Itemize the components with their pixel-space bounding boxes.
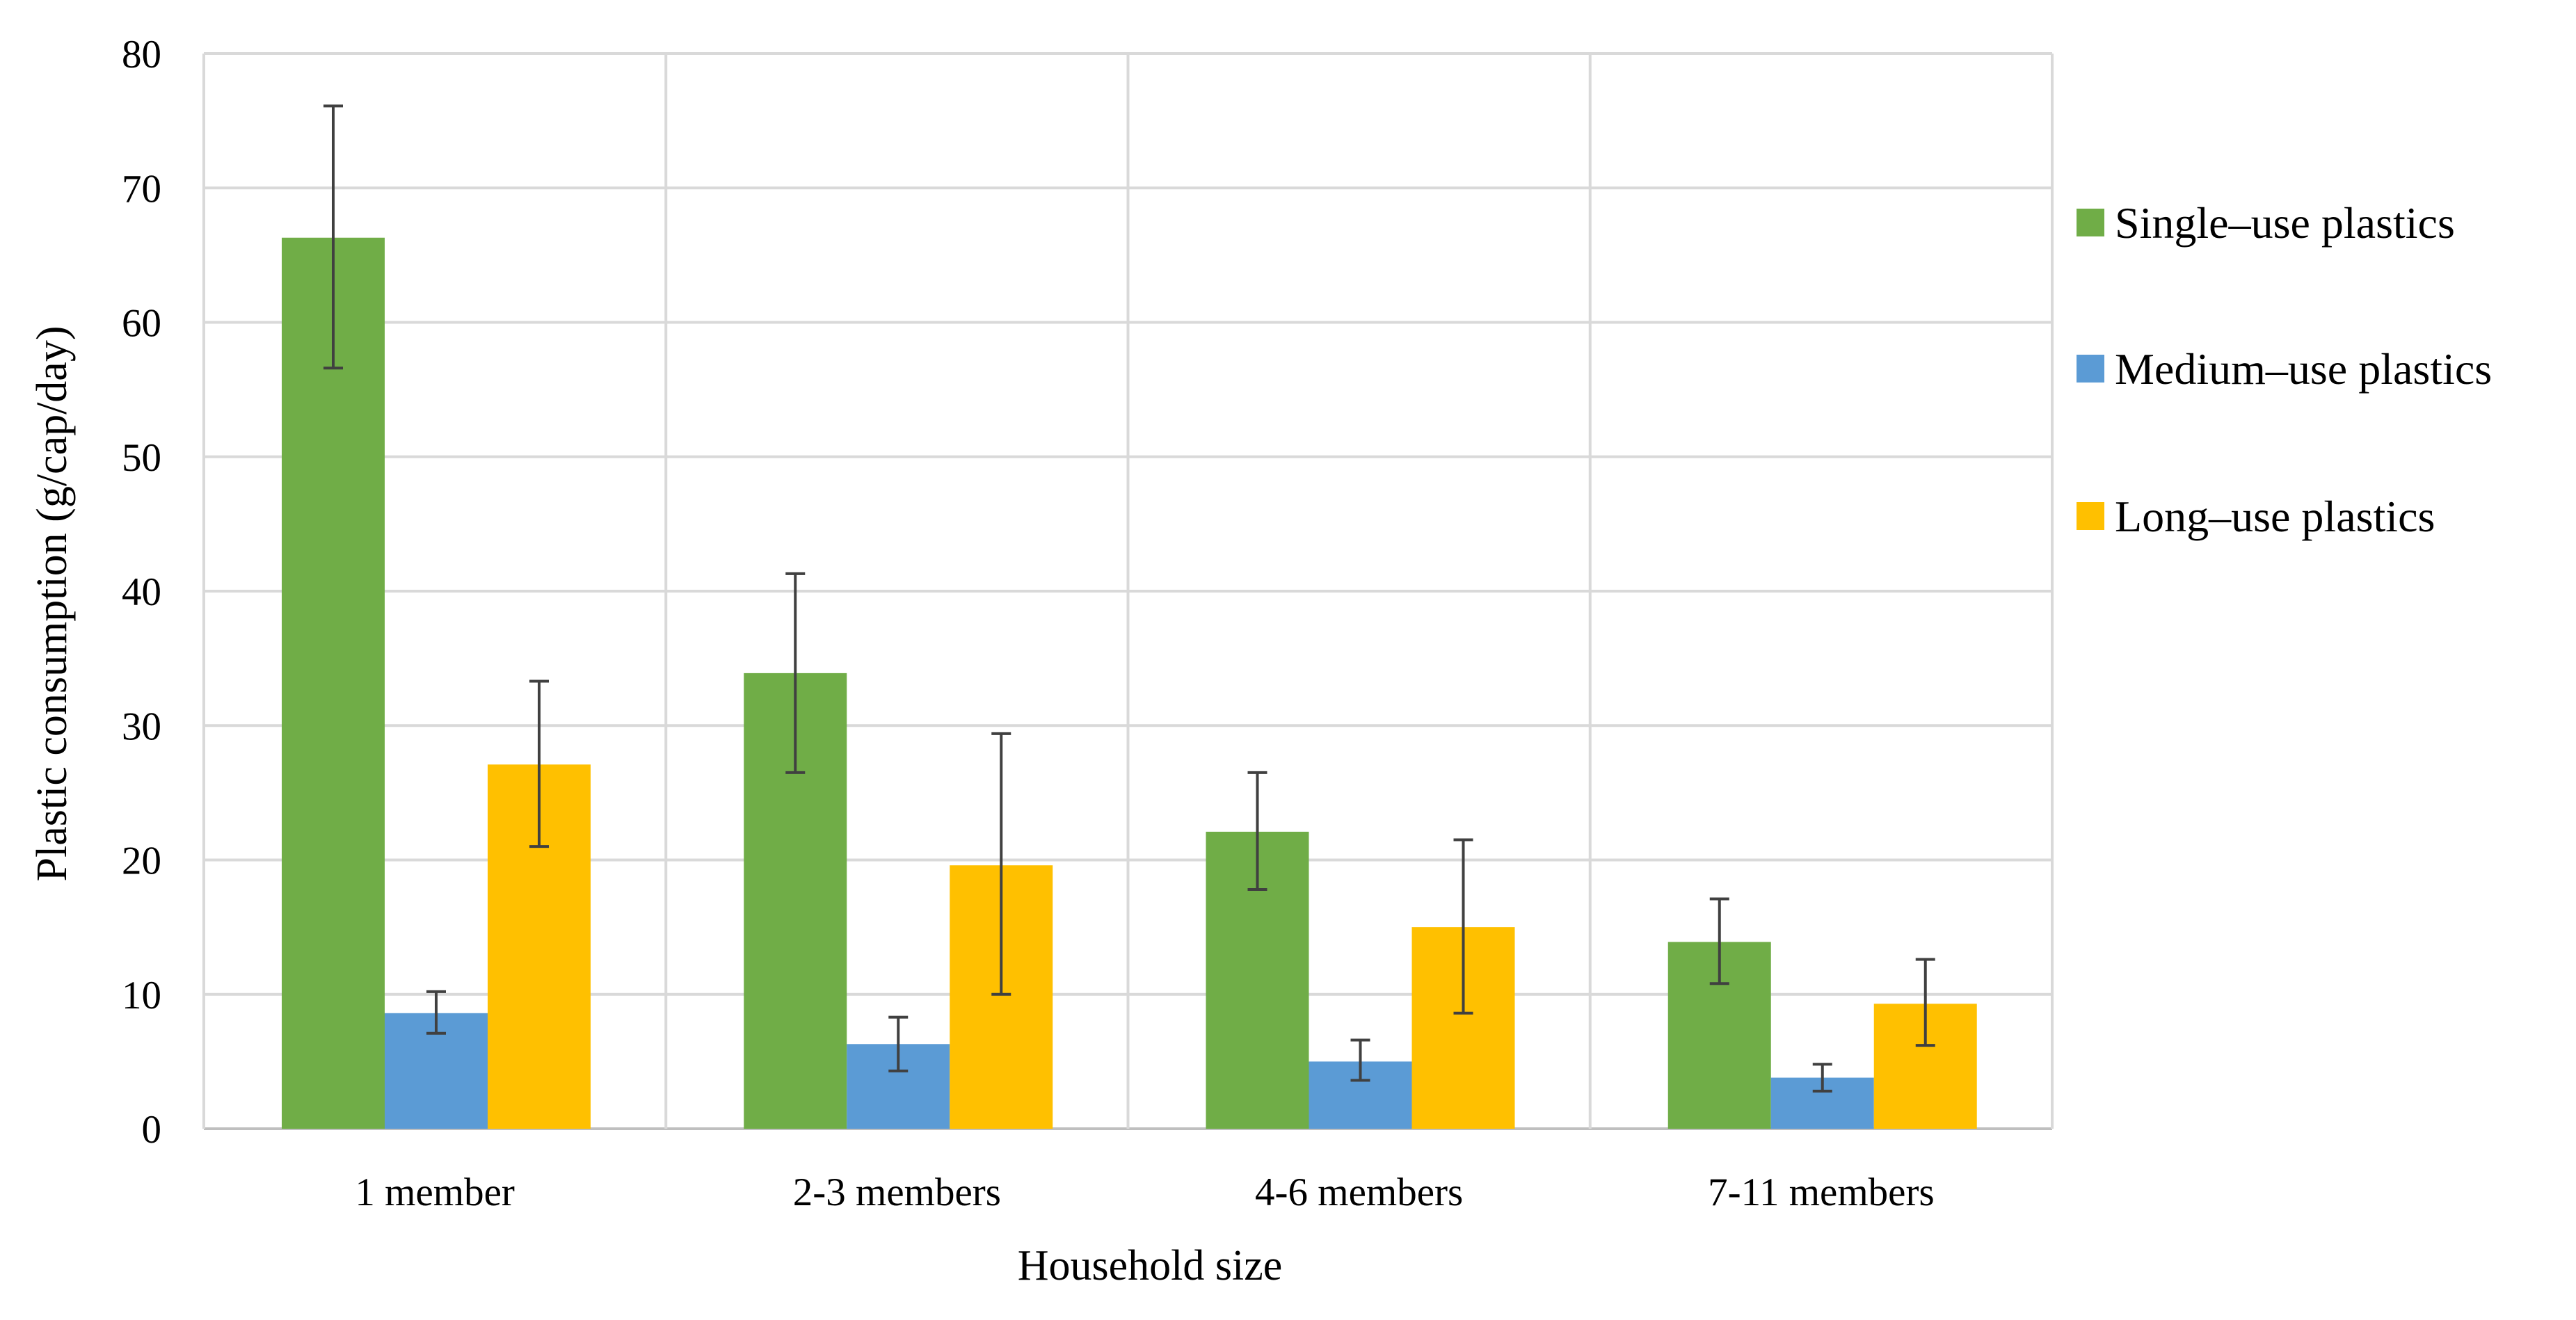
y-tick-labels: 0 10 20 30 40 50 60 70 80 <box>122 33 161 1152</box>
x-tick-label: 4-6 members <box>1255 1170 1463 1214</box>
x-tick-label: 1 member <box>355 1170 515 1214</box>
y-tick-label: 40 <box>122 570 161 614</box>
legend-label: Single–use plastics <box>2115 198 2455 248</box>
legend-label: Medium–use plastics <box>2115 344 2492 394</box>
x-axis-title: Household size <box>1018 1242 1283 1289</box>
y-tick-label: 20 <box>122 839 161 883</box>
y-tick-label: 10 <box>122 974 161 1017</box>
grid-layer <box>202 52 2054 1130</box>
x-tick-label: 7-11 members <box>1708 1170 1935 1214</box>
legend-label: Long–use plastics <box>2115 492 2435 541</box>
y-tick-label: 60 <box>122 302 161 346</box>
y-tick-label: 50 <box>122 436 161 480</box>
x-tick-label: 2-3 members <box>793 1170 1001 1214</box>
x-tick-labels: 1 member 2-3 members 4-6 members 7-11 membe… <box>355 1170 1934 1214</box>
bars-layer <box>282 237 1977 1129</box>
legend-swatch <box>2077 355 2104 383</box>
bar <box>282 237 385 1129</box>
error-bars-layer <box>323 104 1935 1093</box>
legend-swatch <box>2077 209 2104 236</box>
y-axis-title: Plastic consumption (g/cap/day) <box>29 326 76 882</box>
y-tick-label: 0 <box>142 1108 162 1152</box>
y-tick-label: 30 <box>122 705 161 748</box>
y-tick-label: 80 <box>122 33 161 77</box>
legend-swatch <box>2077 502 2104 530</box>
legend: Single–use plastics Medium–use plastics Lo… <box>2077 198 2492 541</box>
y-tick-label: 70 <box>122 167 161 211</box>
